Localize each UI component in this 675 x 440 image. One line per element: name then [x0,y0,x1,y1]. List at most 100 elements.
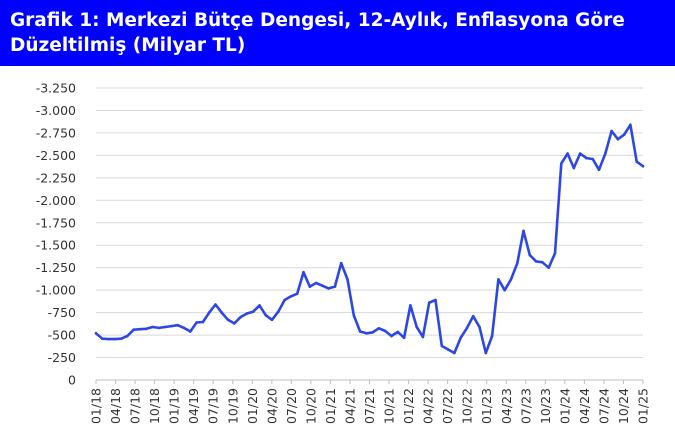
data-point [402,336,406,340]
x-axis-tick-labels: 01/18 04/18 07/18 10/18 01/19 04/19 07/19 10/19… [89,380,651,424]
data-point [409,304,412,307]
y-tick-label: -500 [48,328,76,343]
y-tick-label: -2.000 [36,193,76,208]
y-tick-label: -1.000 [36,283,76,298]
data-point [622,133,626,136]
line-chart: 0 -250 -500 -750 -1.000 -1.250 -1.500 -1.750 -2.… [36,81,651,425]
data-point [553,252,557,255]
data-point [302,270,305,274]
data-point [427,301,431,304]
x-tick-label: 10/18 [147,388,162,424]
data-point [478,325,481,329]
data-point [534,260,538,263]
series-group [94,123,645,355]
x-tick-label: 01/23 [479,388,494,424]
x-tick-label: 10/21 [382,388,397,424]
data-point [597,168,601,172]
y-tick-label: -1.500 [36,238,76,253]
data-point [170,324,173,328]
y-axis-tick-labels: 0 -250 -500 -750 -1.000 -1.250 -1.500 -1.750 -2.… [36,81,76,388]
data-point [503,288,507,292]
y-tick-label: -3.000 [36,103,76,118]
data-point [358,330,362,333]
data-point [566,152,569,155]
data-point [283,298,286,302]
x-tick-label: 10/22 [460,388,475,424]
data-point [578,152,582,155]
data-point [126,334,129,338]
x-tick-label: 01/25 [636,388,651,424]
data-point [189,330,192,333]
x-tick-label: 04/21 [342,388,357,424]
y-tick-label: -1.250 [36,260,76,275]
data-point [295,292,299,295]
data-point [321,284,324,287]
data-point [377,327,381,330]
data-point [233,322,236,325]
x-tick-label: 07/19 [206,388,221,424]
x-tick-label: 04/19 [186,388,201,424]
x-tick-label: 01/18 [89,388,104,424]
data-point [138,327,142,331]
data-point [616,137,620,141]
data-point [547,266,550,269]
data-point [101,337,104,341]
data-point [497,278,500,281]
data-point [446,348,450,351]
x-tick-label: 07/18 [128,388,143,424]
x-tick-label: 07/24 [596,388,611,424]
data-point [371,331,374,334]
x-tick-label: 07/22 [440,388,455,424]
data-point [516,261,519,265]
y-tick-label: 0 [68,373,76,388]
data-point [289,295,293,298]
data-point [176,323,179,327]
data-point [434,298,437,302]
data-point [151,325,154,329]
data-point [560,162,563,165]
data-point [327,287,330,290]
data-point [509,278,513,281]
y-tick-label: -2.500 [36,148,76,163]
data-point [182,326,186,330]
x-tick-label: 10/24 [616,388,631,424]
y-tick-label: -250 [48,350,76,365]
data-point [572,166,576,170]
data-point [145,327,148,331]
data-point [604,152,607,155]
x-tick-label: 04/24 [577,388,592,424]
y-tick-label: -2.250 [36,170,76,185]
x-tick-label: 01/19 [167,388,182,424]
data-point [270,318,274,322]
data-point [119,337,123,341]
y-tick-label: -750 [48,305,76,320]
x-tick-label: 10/23 [538,388,553,424]
data-point [245,312,249,315]
data-point [264,314,268,317]
data-point [220,311,223,314]
data-point [396,330,400,334]
data-point [459,336,463,340]
data-point [415,325,419,329]
chart-title-bar: Grafik 1: Merkezi Bütçe Dengesi, 12-Aylı… [0,0,675,66]
data-point [641,164,645,168]
data-point [251,310,255,313]
x-tick-label: 04/23 [499,388,514,424]
data-point [333,285,337,288]
x-tick-label: 04/18 [108,388,123,424]
data-point [585,156,588,160]
data-point [383,329,387,333]
data-point [484,351,488,355]
chart-title: Grafik 1: Merkezi Bütçe Dengesi, 12-Aylı… [10,10,625,56]
data-point [308,285,312,288]
x-tick-label: 10/20 [303,388,318,424]
data-point [490,334,494,338]
data-point [258,304,261,307]
y-tick-label: -1.750 [36,215,76,230]
data-point [465,326,469,330]
data-point [214,303,217,306]
data-point [591,157,594,161]
data-point [346,278,349,281]
data-point [365,332,368,335]
y-tick-label: -3.250 [36,81,76,96]
